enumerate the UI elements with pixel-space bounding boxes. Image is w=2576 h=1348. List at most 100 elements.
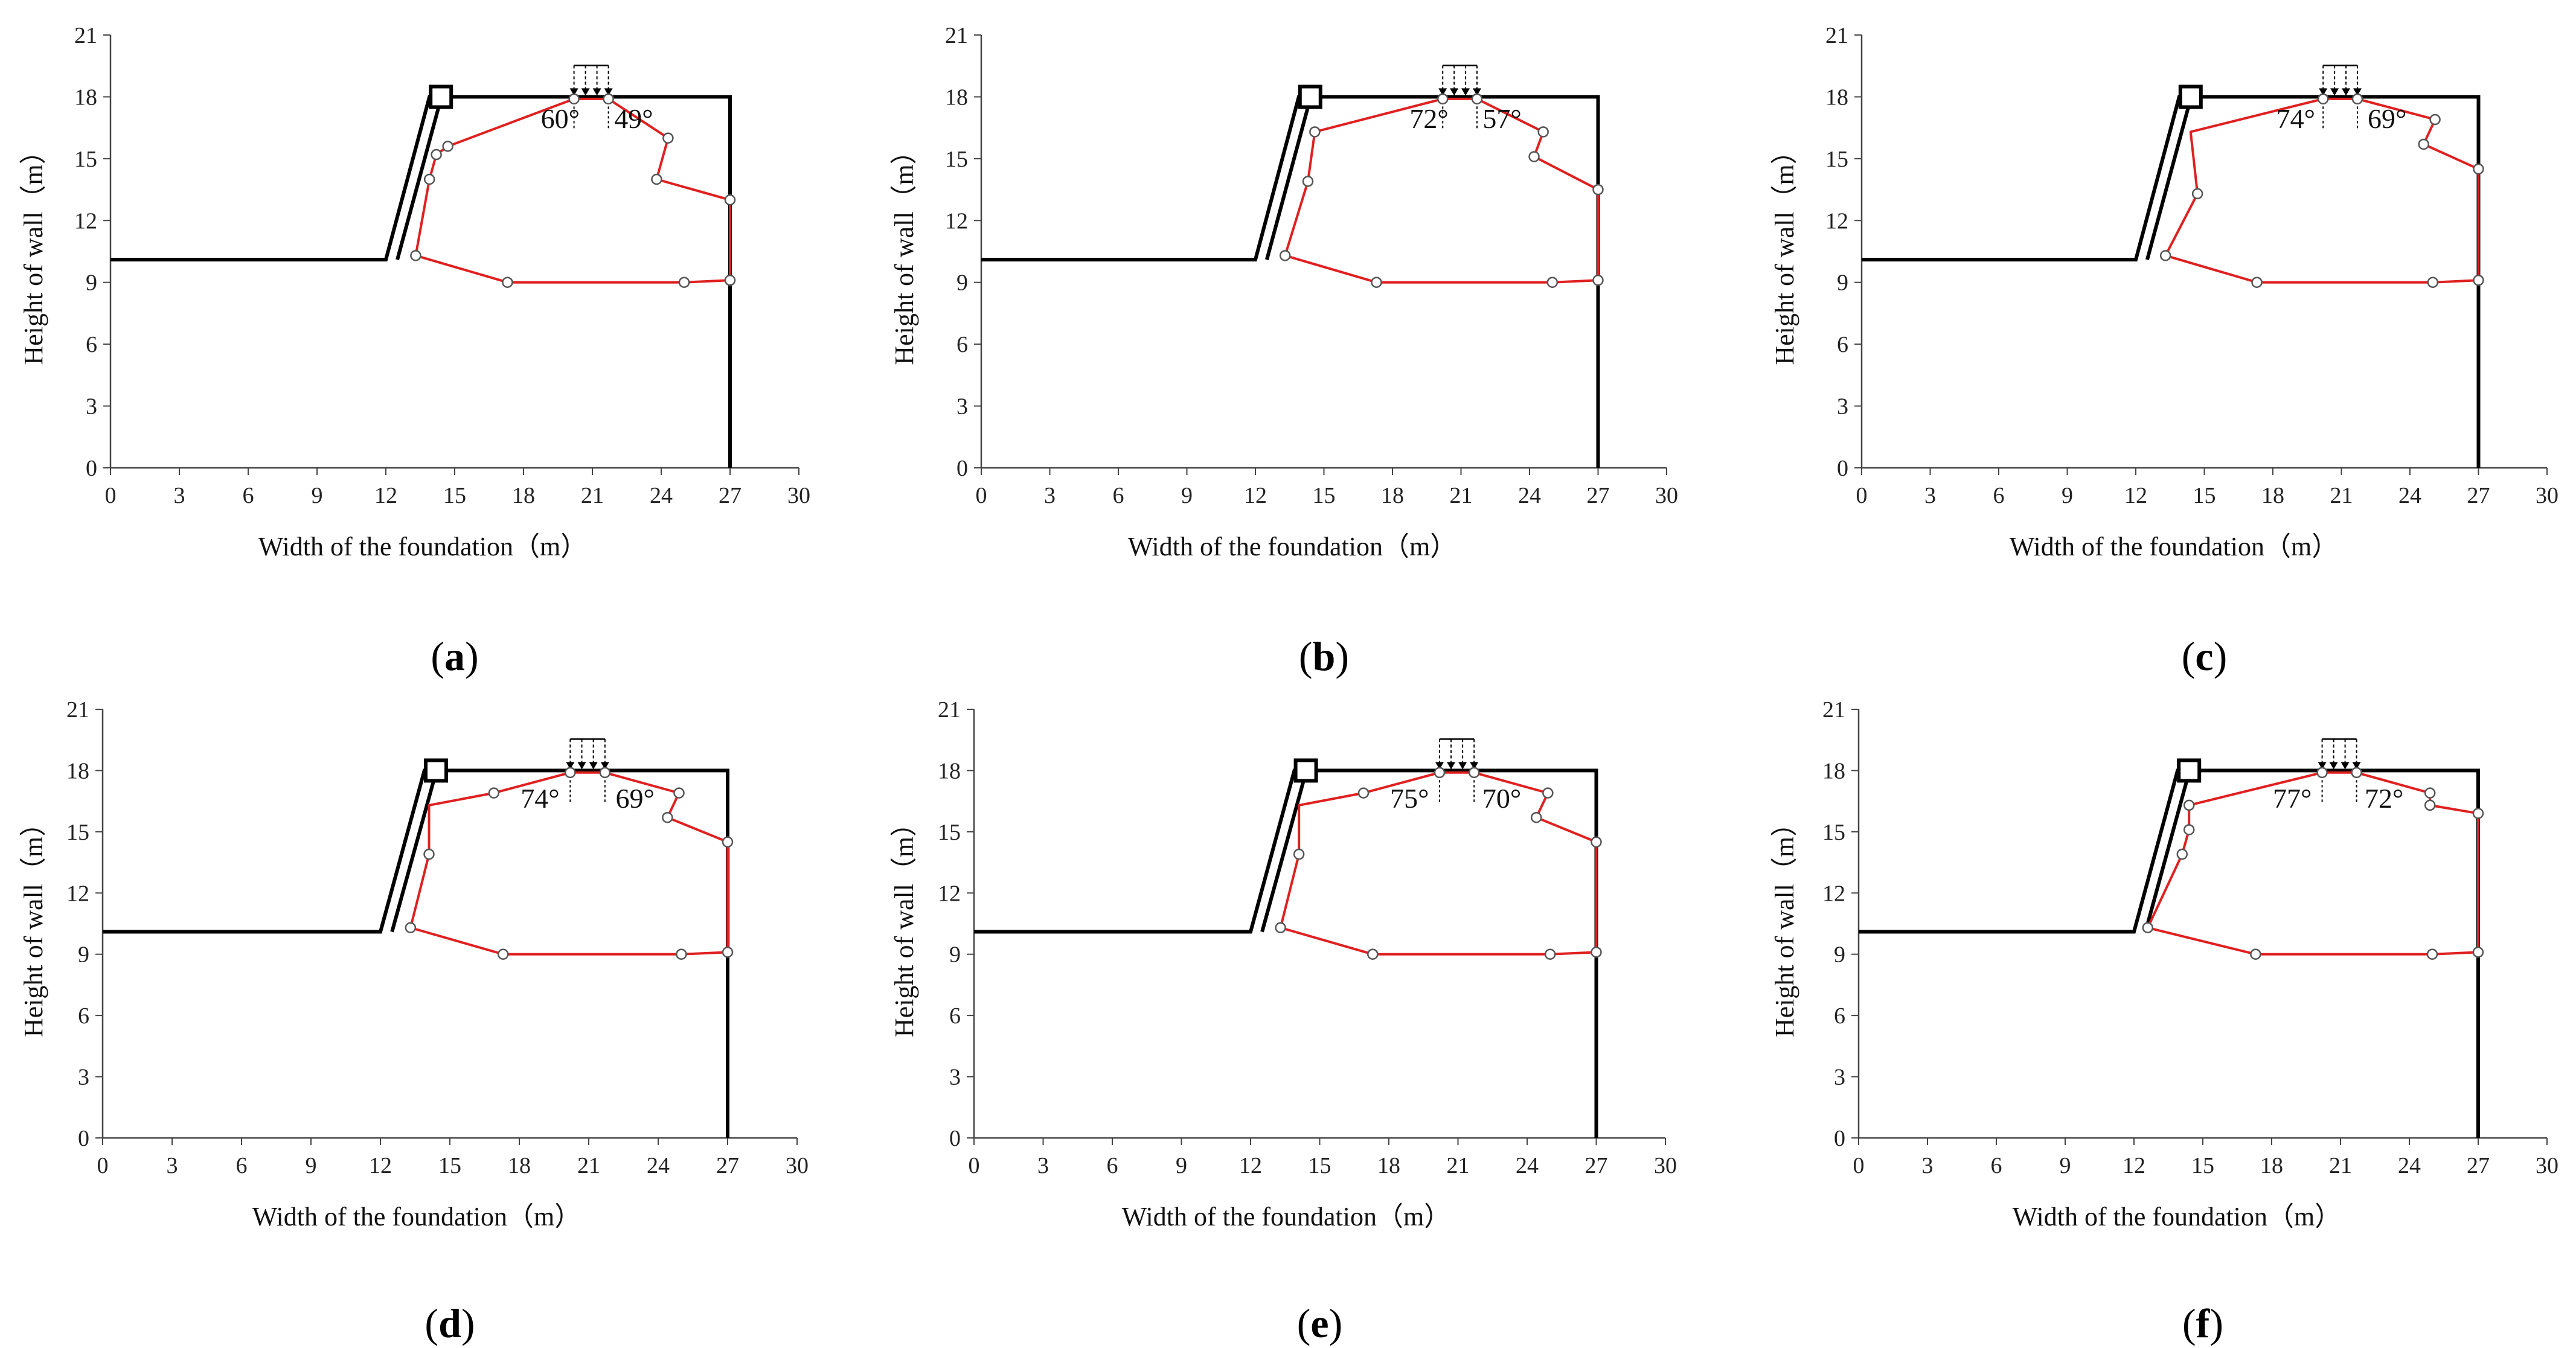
y-axis-title: Height of wall（m） — [19, 138, 48, 365]
panel-b: 0 3 6 9 12 15 18 21 24 27 30 0 3 6 9 12 15 18 21 Width of t… — [889, 23, 1678, 679]
x-tick-label: 24 — [2398, 1153, 2421, 1178]
slip-node — [410, 250, 421, 261]
slip-surface-line — [2164, 97, 2480, 284]
slip-node — [2427, 276, 2439, 288]
wall-inner-face — [2144, 780, 2189, 933]
y-tick-label: 21 — [66, 697, 89, 723]
angle-label: 69° — [2368, 103, 2406, 134]
slip-node — [1275, 922, 1286, 934]
slip-node — [565, 767, 576, 779]
y-tick-label: 0 — [78, 1126, 89, 1151]
x-tick-label: 27 — [1587, 483, 1610, 508]
slip-node — [1279, 250, 1291, 261]
x-axis-title: Width of the foundation（m） — [2013, 1202, 2341, 1231]
x-tick-label: 12 — [369, 1153, 392, 1178]
y-tick-label: 6 — [956, 332, 968, 357]
slip-node — [1357, 787, 1370, 799]
y-tick-label: 6 — [949, 1003, 961, 1029]
y-tick-label: 9 — [1834, 942, 1845, 968]
x-tick-label: 12 — [1244, 483, 1267, 508]
load-arrow-head — [2353, 88, 2362, 96]
x-tick-label: 27 — [2467, 1153, 2490, 1178]
angle-label: 74° — [2276, 103, 2315, 134]
slip-node — [1591, 836, 1602, 848]
y-tick-label: 3 — [1837, 394, 1848, 420]
slip-node — [2316, 767, 2328, 779]
y-tick-label: 18 — [74, 85, 97, 110]
x-tick-label: 0 — [97, 1153, 109, 1178]
panel-d: 0 3 6 9 12 15 18 21 24 27 30 0 3 6 9 12 15 18 21 Width of t… — [19, 697, 809, 1346]
x-tick-label: 12 — [374, 483, 397, 508]
angle-label: 49° — [614, 103, 653, 134]
y-tick-label: 6 — [1834, 1003, 1845, 1029]
panel-caption: (f) — [2182, 1300, 2223, 1346]
load-arrow-head — [581, 88, 590, 96]
x-axis-title: Width of the foundation（m） — [2010, 532, 2338, 561]
y-tick-label: 3 — [86, 394, 97, 420]
wall-inner-face — [390, 780, 436, 933]
slip-node — [2183, 799, 2195, 811]
y-tick-label: 6 — [78, 1003, 89, 1029]
y-tick-label: 15 — [945, 147, 968, 172]
slip-node — [1544, 948, 1556, 960]
wall-inner-face — [396, 106, 441, 260]
slip-node — [1371, 276, 1382, 288]
x-tick-label: 15 — [1309, 1153, 1331, 1178]
slip-node — [678, 276, 690, 288]
x-tick-label: 0 — [969, 1153, 980, 1178]
slip-node — [497, 948, 509, 960]
panel-caption: (a) — [431, 633, 478, 679]
x-tick-label: 21 — [2330, 483, 2353, 508]
x-tick-label: 15 — [2191, 1153, 2214, 1178]
x-tick-label: 18 — [1381, 483, 1404, 508]
slip-node — [1309, 126, 1321, 138]
load-arrow-head — [2329, 762, 2338, 770]
x-tick-label: 21 — [581, 483, 604, 508]
load-arrow-head — [604, 88, 613, 96]
angle-label: 75° — [1390, 783, 1429, 814]
slip-node — [722, 836, 734, 848]
slip-node — [1546, 276, 1559, 288]
y-tick-label: 15 — [74, 147, 97, 172]
x-tick-label: 15 — [1313, 483, 1336, 508]
slip-node — [2418, 138, 2429, 150]
y-tick-label: 6 — [1837, 332, 1848, 357]
y-axis-title: Height of wall（m） — [889, 138, 919, 365]
slip-node — [2183, 824, 2195, 835]
y-tick-label: 21 — [1825, 23, 1848, 48]
x-tick-label: 6 — [243, 483, 254, 508]
y-tick-label: 0 — [949, 1126, 961, 1151]
y-tick-label: 21 — [74, 23, 97, 48]
x-tick-label: 6 — [236, 1153, 248, 1178]
slip-node — [1471, 93, 1483, 105]
panel-caption: (e) — [1297, 1300, 1343, 1346]
slip-node — [1542, 787, 1554, 799]
wall-inner-face — [1260, 780, 1306, 933]
load-arrow-head — [2318, 762, 2327, 770]
angle-label: 70° — [1482, 783, 1521, 814]
x-tick-label: 15 — [438, 1153, 461, 1178]
slip-node — [2472, 808, 2484, 819]
y-tick-label: 3 — [949, 1065, 961, 1090]
y-tick-label: 9 — [949, 942, 961, 968]
load-arrow-head — [589, 762, 598, 770]
slip-node — [1531, 811, 1542, 823]
x-tick-label: 18 — [512, 483, 535, 508]
y-axis-title: Height of wall（m） — [1770, 810, 1799, 1037]
slip-node — [2250, 948, 2261, 960]
y-tick-label: 0 — [1834, 1126, 1845, 1151]
x-tick-label: 6 — [1113, 483, 1124, 508]
y-tick-label: 9 — [1837, 270, 1848, 296]
y-tick-label: 3 — [78, 1065, 89, 1090]
slip-node — [1437, 93, 1449, 105]
wall-top-block — [1298, 85, 1322, 109]
load-arrow-head — [1461, 88, 1470, 96]
x-tick-label: 21 — [577, 1153, 600, 1178]
x-tick-label: 27 — [719, 483, 742, 508]
x-tick-label: 27 — [716, 1153, 739, 1178]
x-axis-title: Width of the foundation（m） — [1128, 532, 1456, 561]
x-tick-label: 21 — [2329, 1153, 2352, 1178]
y-tick-label: 18 — [1822, 758, 1845, 784]
y-axis-title: Height of wall（m） — [889, 810, 919, 1037]
